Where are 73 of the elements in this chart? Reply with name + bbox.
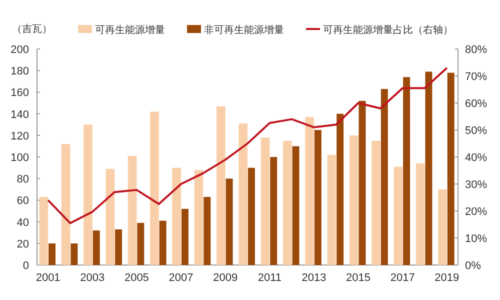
line-series <box>47 66 448 224</box>
bar <box>70 243 78 265</box>
y2-tick-label: 80% <box>465 44 488 56</box>
bar <box>84 124 92 265</box>
x-tick-label: 2003 <box>80 272 105 284</box>
bar <box>394 166 403 265</box>
x-tick-label: 2015 <box>346 272 371 284</box>
bar <box>150 112 159 265</box>
legend-label: 可再生能源增量 <box>95 24 165 36</box>
bar <box>172 168 182 265</box>
x-tick-label: 2007 <box>168 272 194 284</box>
y-tick-label: 160 <box>10 87 29 100</box>
x-tick-label: 2019 <box>434 272 460 284</box>
legend-label: 可再生能源增量占比（右轴） <box>323 24 453 36</box>
y2-tick-label: 0% <box>465 260 482 272</box>
bar <box>48 243 56 265</box>
bar <box>115 229 122 265</box>
bar <box>248 168 255 265</box>
y2-tick-label: 60% <box>465 98 488 110</box>
bar <box>327 154 336 265</box>
bar <box>447 72 454 265</box>
x-tick-label: 2009 <box>213 272 238 284</box>
y-tick-label: 180 <box>10 66 29 78</box>
bar <box>194 170 204 265</box>
y2-tick-label: 10% <box>465 233 488 245</box>
bar <box>92 230 100 265</box>
bar <box>204 196 211 265</box>
y-tick-label: 60 <box>16 195 29 208</box>
bar <box>260 138 270 265</box>
bar <box>314 130 322 265</box>
bar <box>159 220 166 265</box>
bar <box>181 208 188 265</box>
bar <box>372 140 380 265</box>
bar <box>61 144 70 265</box>
x-tick-label: 2005 <box>124 272 149 284</box>
bar <box>226 178 233 265</box>
y-tick-label: 140 <box>10 108 29 121</box>
y2-tick-label: 70% <box>465 71 488 83</box>
y-tick-label: 200 <box>10 44 29 56</box>
bar <box>216 106 226 265</box>
y2-tick-label: 20% <box>465 206 488 218</box>
x-tick-label: 2017 <box>390 272 415 284</box>
bar <box>282 140 292 265</box>
bar <box>403 77 410 265</box>
bar <box>270 157 278 265</box>
bar <box>416 163 425 265</box>
y-tick-label: 100 <box>10 152 29 164</box>
y-axis-title: （吉瓦） <box>12 23 52 35</box>
y-tick-label: 80 <box>16 174 29 186</box>
y-tick-label: 0 <box>22 260 29 272</box>
bar <box>128 156 137 265</box>
x-tick-label: 2011 <box>258 272 282 284</box>
bar <box>137 222 144 265</box>
bar <box>358 100 366 265</box>
bar <box>292 146 300 265</box>
bar <box>349 135 358 265</box>
x-tick-label: 2001 <box>36 272 60 284</box>
bar <box>438 189 447 265</box>
y2-tick-label: 40% <box>465 152 488 164</box>
bar <box>380 88 388 265</box>
y-tick-label: 120 <box>10 130 29 142</box>
bar <box>238 124 248 265</box>
legend-label: 非可再生能源增量 <box>204 24 284 36</box>
y-tick-label: 40 <box>16 216 29 229</box>
y2-tick-label: 50% <box>465 125 488 137</box>
y-tick-label: 20 <box>16 238 29 250</box>
bar <box>305 117 314 265</box>
y2-tick-label: 30% <box>465 179 488 191</box>
x-tick-label: 2013 <box>302 272 326 284</box>
bar <box>336 114 344 265</box>
bar <box>425 72 432 265</box>
bar <box>106 168 115 265</box>
bar <box>39 196 48 265</box>
